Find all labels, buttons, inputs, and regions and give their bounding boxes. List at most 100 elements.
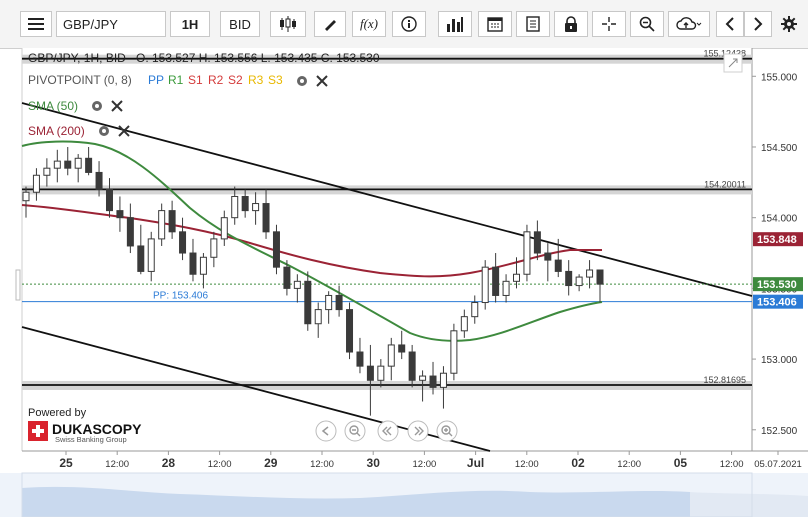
sma50-close-icon[interactable]: [111, 100, 123, 112]
draw-tool-button[interactable]: [314, 11, 346, 37]
chevron-right-icon: [754, 17, 763, 31]
candle-body: [304, 280, 312, 325]
price-tag: [753, 232, 803, 247]
sma50-settings-icon[interactable]: [92, 101, 102, 111]
nav-rewind-button[interactable]: [377, 420, 399, 442]
sma200-settings-icon[interactable]: [99, 126, 109, 136]
x-tick-label: 29: [264, 456, 278, 470]
crosshair-icon: [602, 17, 616, 31]
price-tag: [753, 294, 803, 309]
menu-button[interactable]: [20, 11, 52, 37]
x-axis-labels: 25 12:00 28 12:00 29 12:00 30 12:00 Jul 12:00 02 12…: [59, 451, 802, 470]
expand-icon[interactable]: [723, 53, 743, 73]
scroll-right-button[interactable]: [744, 11, 772, 37]
upper-trendline[interactable]: [21, 102, 753, 297]
candle-body: [231, 195, 239, 219]
report-button[interactable]: [516, 11, 550, 37]
left-resize-handle[interactable]: [15, 269, 21, 301]
navigator-window[interactable]: [21, 472, 753, 517]
zoom-button[interactable]: [630, 11, 664, 37]
indicators-button[interactable]: f(x): [352, 11, 386, 37]
y-axis-ticks: 155.000154.500154.000153.500153.000152.5…: [752, 72, 798, 437]
y-tick-label: 153.000: [761, 355, 798, 366]
x-tick-label: 05.07.2021: [754, 459, 802, 470]
chevron-left-icon: [725, 17, 734, 31]
pencil-icon: [325, 20, 336, 31]
cloud-button[interactable]: [668, 11, 710, 37]
y-tick-label: 152.500: [761, 426, 798, 437]
navigator-area: [22, 486, 690, 517]
x-tick-label: 12:00: [617, 459, 641, 470]
candle-body: [596, 269, 604, 285]
chart-nav-controls: [315, 420, 458, 442]
candle-body: [189, 252, 197, 275]
nav-forward-button[interactable]: [407, 420, 429, 442]
sma50-line[interactable]: [21, 140, 603, 342]
x-tick-label: 05: [674, 456, 688, 470]
side-select[interactable]: BID: [220, 11, 260, 37]
x-tick-label: 12:00: [413, 459, 437, 470]
pp-label: PP: 153.406: [153, 291, 208, 302]
candle-body: [105, 188, 113, 212]
pivot-close-icon[interactable]: [316, 75, 328, 87]
gear-icon: [781, 16, 797, 32]
crosshair-button[interactable]: [592, 11, 626, 37]
pivot-indicator-name: PIVOTPOINT (0, 8): [28, 73, 132, 87]
lock-button[interactable]: [554, 11, 588, 37]
x-tick-label: 12:00: [208, 459, 232, 470]
hamburger-icon: [28, 18, 44, 30]
side-label: BID: [229, 16, 251, 32]
period-label: 1H: [181, 16, 199, 32]
navigator-future-area: [690, 492, 808, 517]
sma50-label: SMA (50): [28, 99, 78, 113]
calendar-button[interactable]: [478, 11, 512, 37]
candle-body: [419, 375, 427, 381]
scroll-left-button[interactable]: [716, 11, 744, 37]
candle-body: [366, 365, 374, 381]
candle-body: [429, 375, 437, 388]
candle-body: [168, 210, 176, 233]
nav-back-button[interactable]: [315, 420, 337, 442]
pivot-level-label: S3: [268, 73, 283, 87]
candle-body: [544, 252, 552, 261]
candle-body: [283, 266, 291, 289]
nav-zoom-out-button[interactable]: [344, 420, 366, 442]
chart-area: 155.000154.500154.000153.500153.000152.5…: [0, 48, 808, 517]
pivot-level-legend: PP R1 S1 R2 S2 R3 S3: [148, 73, 283, 87]
candle-body: [335, 294, 343, 311]
sma200-close-icon[interactable]: [118, 125, 130, 137]
candle-body: [126, 217, 134, 247]
candle-body: [241, 195, 249, 212]
x-tick-label: 12:00: [720, 459, 744, 470]
candle-body: [513, 273, 521, 282]
candle-body: [450, 330, 458, 374]
info-button[interactable]: [392, 11, 426, 37]
candle-body: [325, 294, 333, 311]
magnifier-icon: [639, 16, 655, 32]
pivot-settings-icon[interactable]: [297, 76, 307, 86]
settings-button[interactable]: [776, 11, 802, 37]
candle-body: [471, 302, 479, 318]
toolbar: GBP/JPY 1H BID f(x): [0, 0, 808, 49]
candle-body: [137, 245, 145, 272]
candle-body: [460, 316, 468, 332]
period-select[interactable]: 1H: [170, 11, 210, 37]
candle-body: [554, 259, 562, 272]
candle-body: [387, 344, 395, 367]
candle-body: [147, 238, 155, 272]
candle-body: [158, 210, 166, 240]
candle-body: [565, 270, 573, 287]
y-tick-label: 154.500: [761, 143, 798, 154]
symbol-select[interactable]: GBP/JPY: [56, 11, 166, 37]
candle-body: [523, 231, 531, 275]
candle-body: [95, 171, 103, 190]
price-tag-label: 153.530: [757, 279, 797, 291]
swiss-cross-icon: [32, 425, 44, 437]
candle-body: [22, 191, 30, 202]
x-tick-label: 12:00: [105, 459, 129, 470]
candle-body: [43, 167, 51, 176]
volume-button[interactable]: [438, 11, 472, 37]
nav-zoom-in-button[interactable]: [436, 420, 458, 442]
fx-label: f(x): [359, 16, 379, 31]
chart-type-button[interactable]: [270, 11, 306, 37]
